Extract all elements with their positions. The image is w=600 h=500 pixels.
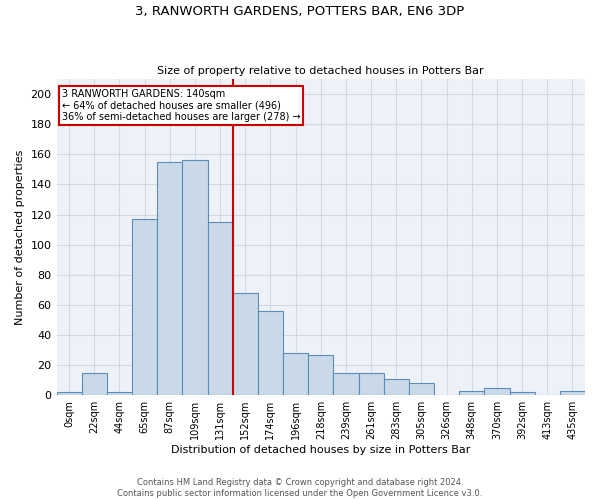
Bar [157, 162, 182, 395]
Bar [283, 353, 308, 395]
Bar [334, 372, 359, 395]
X-axis label: Distribution of detached houses by size in Potters Bar: Distribution of detached houses by size … [171, 445, 470, 455]
Text: 3, RANWORTH GARDENS, POTTERS BAR, EN6 3DP: 3, RANWORTH GARDENS, POTTERS BAR, EN6 3D… [136, 5, 464, 18]
Title: Size of property relative to detached houses in Potters Bar: Size of property relative to detached ho… [157, 66, 484, 76]
Y-axis label: Number of detached properties: Number of detached properties [15, 150, 25, 325]
Bar [182, 160, 208, 395]
Bar [459, 390, 484, 395]
Bar [208, 222, 233, 395]
Bar [233, 293, 258, 395]
Text: Contains HM Land Registry data © Crown copyright and database right 2024.
Contai: Contains HM Land Registry data © Crown c… [118, 478, 482, 498]
Bar [383, 378, 409, 395]
Bar [308, 354, 334, 395]
Text: 3 RANWORTH GARDENS: 140sqm
← 64% of detached houses are smaller (496)
36% of sem: 3 RANWORTH GARDENS: 140sqm ← 64% of deta… [62, 88, 301, 122]
Bar [484, 388, 509, 395]
Bar [132, 219, 157, 395]
Bar [56, 392, 82, 395]
Bar [82, 372, 107, 395]
Bar [560, 390, 585, 395]
Bar [409, 383, 434, 395]
Bar [359, 372, 383, 395]
Bar [107, 392, 132, 395]
Bar [258, 311, 283, 395]
Bar [509, 392, 535, 395]
